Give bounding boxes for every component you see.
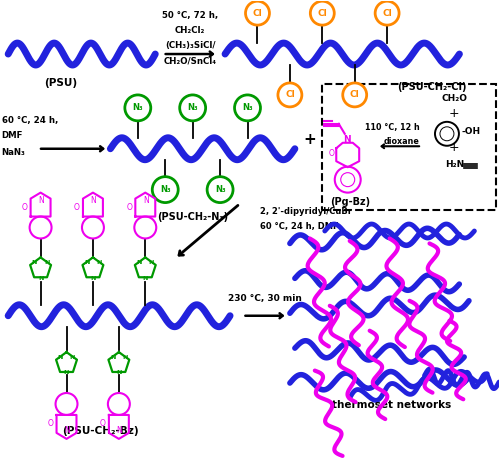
Text: N: N (343, 135, 350, 144)
Text: N: N (110, 355, 116, 360)
Text: O: O (100, 420, 106, 428)
Text: N₃: N₃ (132, 103, 143, 112)
Text: O: O (74, 203, 80, 212)
Text: N: N (64, 371, 69, 375)
Circle shape (342, 83, 366, 107)
Text: Cl: Cl (318, 9, 327, 18)
Text: N: N (38, 196, 44, 205)
Text: N: N (116, 426, 122, 435)
Circle shape (134, 217, 156, 238)
Text: Cl: Cl (382, 9, 392, 18)
Text: O: O (328, 149, 334, 158)
Text: O: O (22, 203, 28, 212)
Text: 50 °C, 72 h,: 50 °C, 72 h, (162, 11, 218, 20)
Text: DMF: DMF (2, 131, 23, 140)
Text: O: O (48, 420, 54, 428)
Text: N₃: N₃ (160, 185, 170, 194)
Text: N: N (70, 355, 75, 360)
Text: thermoset networks: thermoset networks (332, 400, 452, 410)
Text: N: N (90, 196, 96, 205)
Text: N₃: N₃ (215, 185, 226, 194)
Text: 60 °C, 24 h,: 60 °C, 24 h, (2, 116, 58, 125)
Text: N: N (90, 276, 96, 281)
Text: N: N (122, 355, 128, 360)
Text: N₃: N₃ (242, 103, 253, 112)
Text: (PSU): (PSU) (44, 78, 77, 89)
Text: N: N (84, 260, 89, 266)
Circle shape (310, 1, 334, 25)
Circle shape (335, 167, 360, 193)
Text: +: + (449, 141, 460, 154)
Text: (CH₃)₃SiCl/: (CH₃)₃SiCl/ (165, 41, 216, 50)
Text: 230 °C, 30 min: 230 °C, 30 min (228, 294, 302, 303)
Text: N: N (44, 260, 50, 266)
Circle shape (30, 217, 52, 238)
Circle shape (435, 122, 459, 146)
Text: N₃: N₃ (188, 103, 198, 112)
Text: dioxane: dioxane (384, 137, 420, 146)
Text: NaN₃: NaN₃ (2, 148, 25, 157)
Circle shape (207, 177, 233, 202)
Text: -OH: -OH (462, 127, 481, 136)
Text: N: N (58, 355, 63, 360)
Text: N: N (142, 276, 148, 281)
Text: 2, 2'-dipyridyl/CuBr: 2, 2'-dipyridyl/CuBr (260, 207, 352, 216)
Circle shape (152, 177, 178, 202)
Circle shape (125, 95, 151, 121)
Text: N: N (148, 260, 154, 266)
Text: Cl: Cl (252, 9, 262, 18)
Circle shape (234, 95, 260, 121)
Text: CH₂O/SnCl₄: CH₂O/SnCl₄ (164, 56, 216, 65)
Text: N: N (32, 260, 37, 266)
Circle shape (278, 83, 302, 107)
Text: CH₂O: CH₂O (442, 95, 468, 103)
Text: N: N (64, 426, 70, 435)
Text: CH₂Cl₂: CH₂Cl₂ (175, 26, 206, 35)
Text: (PSU-CH₂-N₃): (PSU-CH₂-N₃) (157, 212, 228, 222)
Text: (Pg-Bz): (Pg-Bz) (330, 197, 370, 207)
Text: N: N (136, 260, 142, 266)
Circle shape (375, 1, 399, 25)
Text: N: N (38, 276, 44, 281)
Text: N: N (116, 371, 121, 375)
Text: N: N (96, 260, 102, 266)
Circle shape (340, 173, 354, 187)
Circle shape (108, 393, 130, 415)
Text: N: N (143, 196, 148, 205)
Text: 110 °C, 12 h: 110 °C, 12 h (365, 123, 420, 132)
Circle shape (180, 95, 206, 121)
Text: H₂N: H₂N (445, 160, 464, 169)
Text: 60 °C, 24 h, DMF: 60 °C, 24 h, DMF (260, 221, 338, 230)
Circle shape (440, 127, 454, 141)
Circle shape (246, 1, 270, 25)
Text: (PSU-CH₂-Bz): (PSU-CH₂-Bz) (62, 426, 138, 437)
Text: Cl: Cl (350, 90, 360, 100)
Text: O: O (126, 203, 132, 212)
Circle shape (82, 217, 104, 238)
Text: Cl: Cl (285, 90, 295, 100)
Text: (PSU-CH₂-Cl): (PSU-CH₂-Cl) (398, 82, 467, 92)
Text: +: + (449, 107, 460, 120)
Text: +: + (304, 132, 316, 147)
Circle shape (56, 393, 78, 415)
